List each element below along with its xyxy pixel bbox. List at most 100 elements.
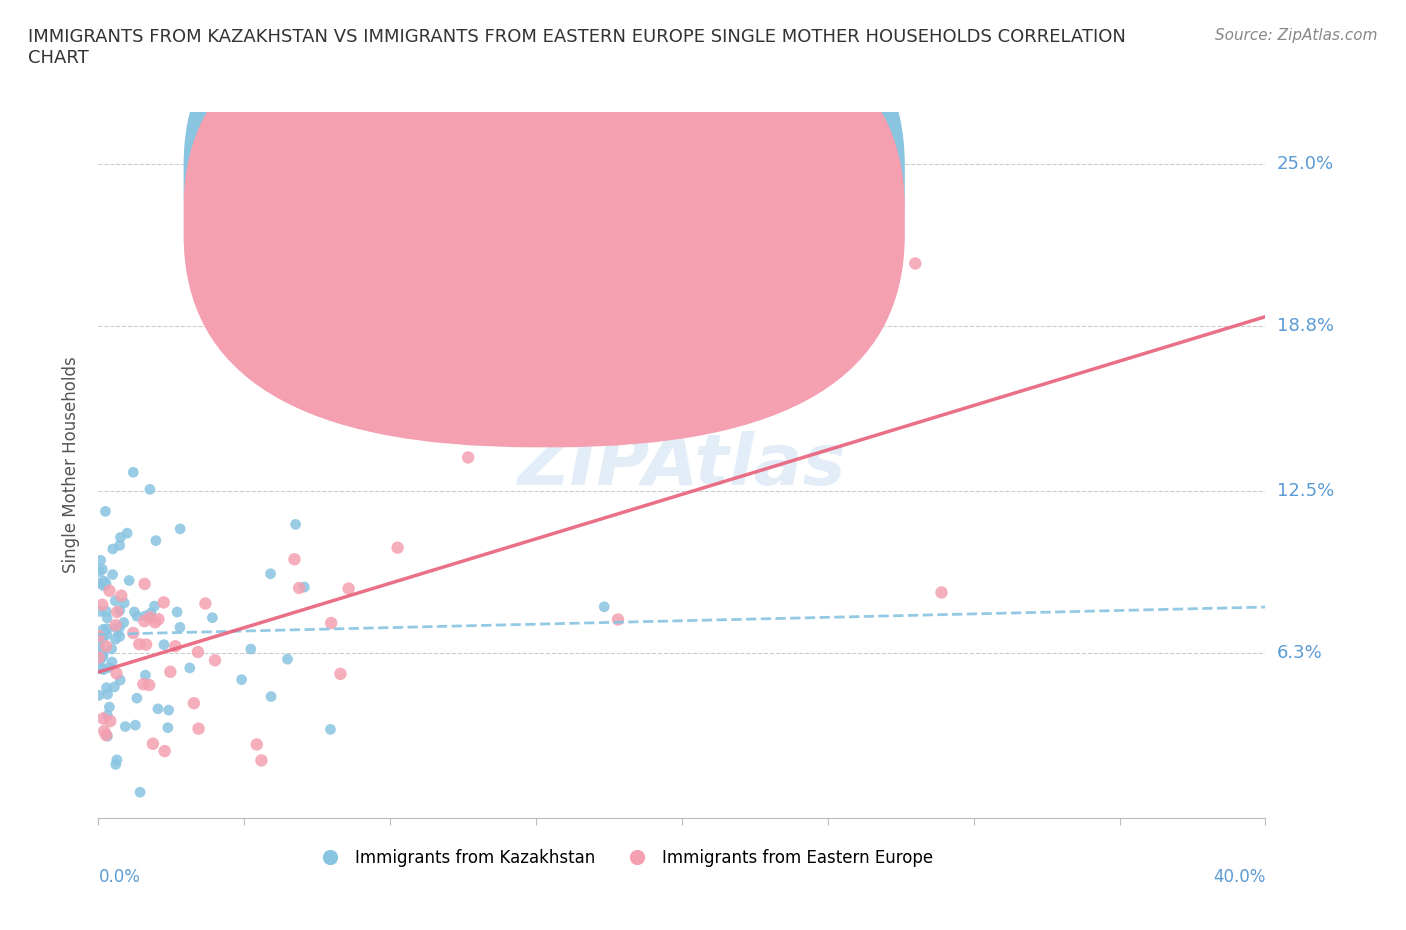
Immigrants from Kazakhstan <box>231 672 253 687</box>
Immigrants from Kazakhstan <box>101 567 124 582</box>
Immigrants from Kazakhstan <box>89 638 111 653</box>
Immigrants from Eastern Europe <box>529 339 551 354</box>
Immigrants from Kazakhstan <box>104 757 127 772</box>
Immigrants from Kazakhstan <box>169 522 191 537</box>
Text: R = 0.309   N = 46: R = 0.309 N = 46 <box>560 210 730 229</box>
Immigrants from Eastern Europe <box>122 626 145 641</box>
Immigrants from Kazakhstan <box>319 722 342 737</box>
Immigrants from Kazakhstan <box>124 604 146 619</box>
Immigrants from Kazakhstan <box>91 622 114 637</box>
Immigrants from Eastern Europe <box>152 595 174 610</box>
Immigrants from Eastern Europe <box>187 722 209 737</box>
Immigrants from Kazakhstan <box>89 576 111 591</box>
Immigrants from Kazakhstan <box>103 680 125 695</box>
Immigrants from Eastern Europe <box>183 696 205 711</box>
Immigrants from Kazakhstan <box>201 610 224 625</box>
Immigrants from Kazakhstan <box>96 604 118 618</box>
Immigrants from Kazakhstan <box>89 565 111 579</box>
Immigrants from Eastern Europe <box>457 450 479 465</box>
Immigrants from Eastern Europe <box>607 612 630 627</box>
Immigrants from Kazakhstan <box>94 577 117 591</box>
Immigrants from Kazakhstan <box>104 593 127 608</box>
Immigrants from Kazakhstan <box>93 662 115 677</box>
Immigrants from Kazakhstan <box>593 599 616 614</box>
Text: IMMIGRANTS FROM KAZAKHSTAN VS IMMIGRANTS FROM EASTERN EUROPE SINGLE MOTHER HOUSE: IMMIGRANTS FROM KAZAKHSTAN VS IMMIGRANTS… <box>28 28 1126 67</box>
Immigrants from Eastern Europe <box>110 588 132 603</box>
Immigrants from Kazakhstan <box>91 647 114 662</box>
Immigrants from Kazakhstan <box>90 661 112 676</box>
Immigrants from Kazakhstan <box>134 608 156 623</box>
Immigrants from Kazakhstan <box>101 541 124 556</box>
Immigrants from Kazakhstan <box>110 672 132 687</box>
Immigrants from Kazakhstan <box>104 631 127 646</box>
FancyBboxPatch shape <box>184 0 905 447</box>
Immigrants from Eastern Europe <box>128 637 150 652</box>
Immigrants from Eastern Europe <box>153 744 176 759</box>
Immigrants from Kazakhstan <box>169 620 191 635</box>
Immigrants from Eastern Europe <box>143 615 166 630</box>
Immigrants from Eastern Europe <box>93 724 115 738</box>
Immigrants from Eastern Europe <box>105 604 128 619</box>
Immigrants from Kazakhstan <box>125 691 148 706</box>
Immigrants from Kazakhstan <box>90 643 112 658</box>
Immigrants from Kazakhstan <box>96 729 118 744</box>
Immigrants from Kazakhstan <box>110 530 132 545</box>
Immigrants from Eastern Europe <box>87 650 110 665</box>
Immigrants from Kazakhstan <box>157 703 180 718</box>
Immigrants from Kazakhstan <box>90 552 112 567</box>
Immigrants from Eastern Europe <box>250 753 273 768</box>
Immigrants from Eastern Europe <box>139 610 162 625</box>
Immigrants from Eastern Europe <box>283 551 305 566</box>
Immigrants from Kazakhstan <box>139 610 162 625</box>
Immigrants from Eastern Europe <box>91 597 114 612</box>
Immigrants from Kazakhstan <box>153 637 176 652</box>
Immigrants from Kazakhstan <box>100 642 122 657</box>
Text: Source: ZipAtlas.com: Source: ZipAtlas.com <box>1215 28 1378 43</box>
Text: 12.5%: 12.5% <box>1277 482 1334 500</box>
Immigrants from Eastern Europe <box>134 614 156 629</box>
Immigrants from Kazakhstan <box>166 604 188 619</box>
Immigrants from Eastern Europe <box>135 637 157 652</box>
Immigrants from Eastern Europe <box>91 711 114 726</box>
Immigrants from Kazakhstan <box>97 686 120 701</box>
Immigrants from Kazakhstan <box>94 504 117 519</box>
Immigrants from Kazakhstan <box>239 642 262 657</box>
Immigrants from Kazakhstan <box>143 599 166 614</box>
Immigrants from Kazakhstan <box>139 605 162 620</box>
Immigrants from Eastern Europe <box>904 256 927 271</box>
Immigrants from Eastern Europe <box>387 540 409 555</box>
Immigrants from Eastern Europe <box>98 713 121 728</box>
Immigrants from Kazakhstan <box>260 689 283 704</box>
Immigrants from Kazakhstan <box>108 603 131 618</box>
Immigrants from Kazakhstan <box>146 701 169 716</box>
Immigrants from Kazakhstan <box>125 609 148 624</box>
Immigrants from Kazakhstan <box>91 649 114 664</box>
Immigrants from Eastern Europe <box>187 644 209 659</box>
Immigrants from Kazakhstan <box>179 660 201 675</box>
Legend: Immigrants from Kazakhstan, Immigrants from Eastern Europe: Immigrants from Kazakhstan, Immigrants f… <box>307 843 941 873</box>
Immigrants from Kazakhstan <box>122 465 145 480</box>
Immigrants from Kazakhstan <box>134 668 156 683</box>
Text: 6.3%: 6.3% <box>1277 644 1322 662</box>
Immigrants from Eastern Europe <box>98 583 121 598</box>
Immigrants from Kazakhstan <box>105 620 128 635</box>
Immigrants from Eastern Europe <box>931 585 953 600</box>
Immigrants from Kazakhstan <box>259 566 281 581</box>
Immigrants from Kazakhstan <box>115 525 138 540</box>
Immigrants from Kazakhstan <box>96 708 118 723</box>
Immigrants from Eastern Europe <box>138 678 160 693</box>
Immigrants from Eastern Europe <box>148 612 170 627</box>
Immigrants from Kazakhstan <box>98 699 121 714</box>
Immigrants from Kazakhstan <box>114 719 136 734</box>
Immigrants from Kazakhstan <box>91 630 114 644</box>
Immigrants from Kazakhstan <box>90 650 112 665</box>
Immigrants from Eastern Europe <box>132 677 155 692</box>
FancyBboxPatch shape <box>184 0 905 405</box>
Immigrants from Kazakhstan <box>108 620 131 635</box>
Immigrants from Kazakhstan <box>118 573 141 588</box>
Immigrants from Eastern Europe <box>104 618 127 632</box>
Immigrants from Eastern Europe <box>87 629 110 644</box>
Immigrants from Eastern Europe <box>329 667 352 682</box>
Immigrants from Kazakhstan <box>145 533 167 548</box>
Immigrants from Kazakhstan <box>87 630 110 644</box>
